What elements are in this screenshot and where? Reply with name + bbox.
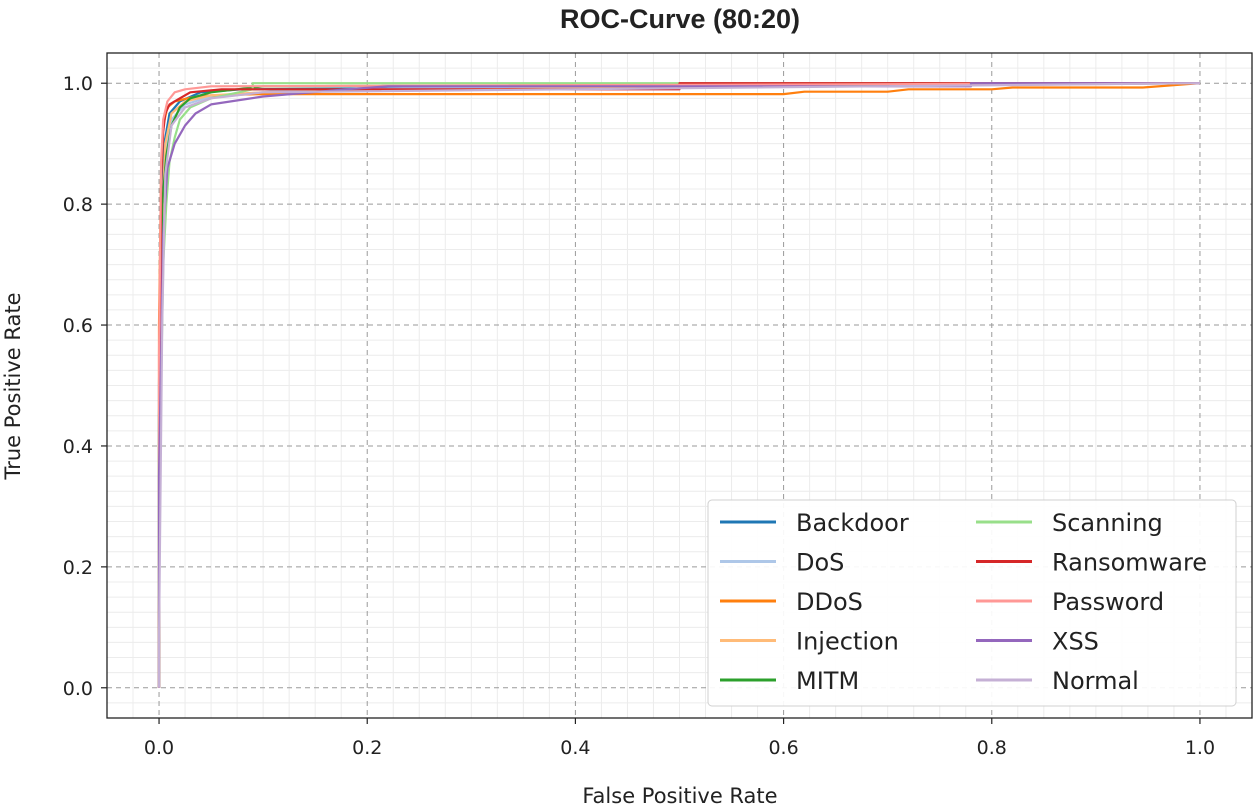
- legend-label-mitm: MITM: [796, 667, 859, 695]
- plot-area-frame: [106, 52, 1253, 719]
- x-axis-label: False Positive Rate: [582, 784, 777, 806]
- series-line-normal: [157, 82, 1201, 688]
- x-tick-label: 1.0: [1185, 737, 1215, 759]
- x-tick-label: 0.8: [977, 737, 1007, 759]
- y-tick-label: 0.8: [63, 194, 93, 216]
- legend-box: [707, 499, 1237, 707]
- axis-ticks: 0.0 0.2 0.4 0.6 0.8 1.0 0.0 0.2 0.4 0.6 0.8 1.0: [63, 73, 1215, 759]
- y-tick-label: 0.4: [63, 436, 93, 458]
- legend-label-xss: XSS: [1052, 628, 1099, 656]
- x-tick-label: 0.0: [144, 737, 174, 759]
- series-lines: [157, 82, 1201, 688]
- y-tick-label: 0.2: [63, 557, 93, 579]
- x-tick-label: 0.2: [352, 737, 382, 759]
- x-tick-label: 0.6: [768, 737, 798, 759]
- legend-label-password: Password: [1052, 588, 1164, 616]
- chart-title: ROC-Curve (80:20): [560, 4, 800, 34]
- series-line-password: [157, 82, 1201, 688]
- legend-label-scanning: Scanning: [1052, 509, 1163, 537]
- legend-label-backdoor: Backdoor: [796, 509, 909, 537]
- legend-label-ddos: DDoS: [796, 588, 863, 616]
- legend-label-normal: Normal: [1052, 667, 1139, 695]
- legend: Backdoor DoS DDoS Injection MITM Scanning Rans…: [707, 499, 1237, 707]
- y-axis-label: True Positive Rate: [1, 292, 25, 480]
- x-tick-label: 0.4: [560, 737, 590, 759]
- y-tick-label: 1.0: [63, 73, 93, 95]
- legend-label-ransomware: Ransomware: [1052, 549, 1207, 577]
- legend-label-dos: DoS: [796, 549, 844, 577]
- y-tick-label: 0.0: [63, 678, 93, 700]
- y-tick-label: 0.6: [63, 315, 93, 337]
- legend-label-injection: Injection: [796, 628, 899, 656]
